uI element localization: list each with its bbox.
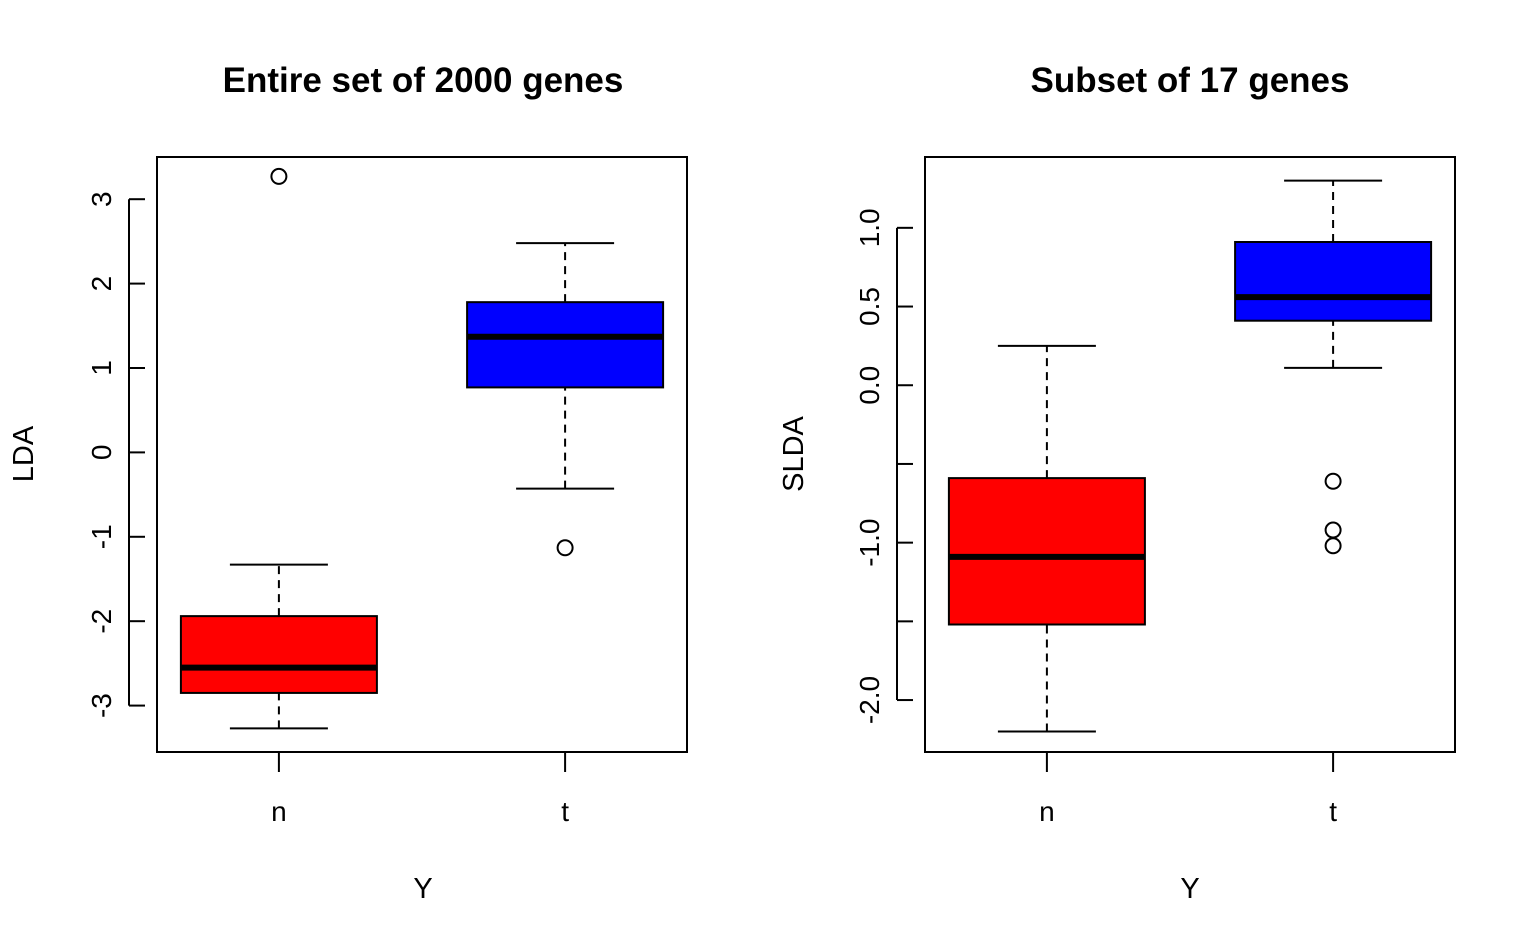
box-n [947, 344, 1146, 733]
x-axis-label: Y [413, 873, 432, 905]
y-axis-label: SLDA [778, 415, 810, 491]
x-tick-label: t [1329, 796, 1337, 827]
interquartile-box [947, 477, 1146, 626]
outlier-point [1324, 537, 1342, 555]
x-tick-label: t [561, 796, 569, 827]
outlier-point [270, 167, 288, 185]
y-tick-label: 2 [86, 276, 117, 292]
y-tick-label: 3 [86, 191, 117, 207]
y-tick-label: 1 [86, 360, 117, 376]
panel-entire-set: Entire set of 2000 genes Y LDA -3 -2 -1 0 1 2… [8, 61, 688, 905]
y-tick-label: 0.0 [854, 366, 885, 405]
x-tick-label: n [271, 796, 287, 827]
y-tick-label: -1.0 [854, 519, 885, 567]
y-axis-label: LDA [8, 425, 40, 482]
interquartile-box [1234, 241, 1433, 322]
y-tick-label: -3 [86, 693, 117, 718]
x-axis-label: Y [1180, 873, 1199, 905]
y-tick-label: -1 [86, 524, 117, 549]
plot-area: -2.0 -1.0 0.0 0.5 1.0 n t [854, 156, 1456, 827]
plot-frame [156, 156, 688, 753]
plot-area: -3 -2 -1 0 1 2 3 n t [86, 156, 688, 827]
outlier-point [556, 539, 574, 557]
interquartile-box [179, 615, 378, 694]
y-tick-label: -2.0 [854, 676, 885, 724]
outlier-point [1324, 472, 1342, 490]
y-tick-label: 1.0 [854, 208, 885, 247]
plot-frame [924, 156, 1456, 753]
y-tick-label: 0.5 [854, 287, 885, 326]
interquartile-box [466, 301, 665, 389]
x-tick-label: n [1039, 796, 1055, 827]
box-t [1234, 179, 1433, 555]
chart-title: Entire set of 2000 genes [223, 61, 624, 100]
y-tick-label: 0 [86, 445, 117, 461]
box-t [466, 242, 665, 557]
y-tick-label: -2 [86, 609, 117, 634]
chart-title: Subset of 17 genes [1031, 61, 1350, 100]
panel-subset: Subset of 17 genes Y SLDA -2.0 -1.0 0.0 0.5… [778, 61, 1456, 905]
box-n [179, 167, 378, 730]
